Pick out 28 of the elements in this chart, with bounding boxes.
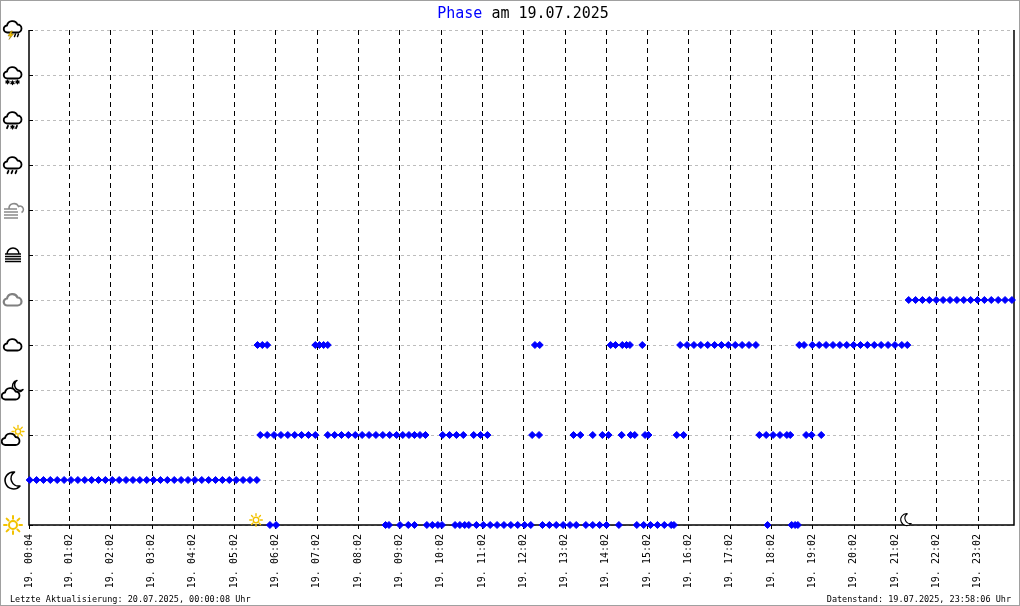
- x-tick-label: 19. 07:02: [310, 534, 322, 589]
- x-tick-label: 19. 10:02: [434, 534, 446, 589]
- x-tick-label: 19. 04:02: [186, 534, 198, 589]
- x-tick-label: 19. 21:02: [888, 534, 900, 589]
- x-tick-label: 19. 12:02: [516, 534, 528, 589]
- x-tick-label: 19. 16:02: [682, 534, 694, 589]
- x-tick-label: 19. 09:02: [392, 534, 404, 589]
- x-tick-label: 19. 13:02: [558, 534, 570, 589]
- x-tick-label: 19. 18:02: [764, 534, 776, 589]
- x-tick-label: 19. 22:02: [929, 534, 941, 589]
- text: Phase: [437, 4, 483, 22]
- x-tick-label: 19. 03:02: [145, 534, 157, 589]
- x-tick-label: 19. 23:02: [971, 534, 983, 589]
- x-tick-label: 19. 08:02: [351, 534, 363, 589]
- x-tick-label: 19. 20:02: [847, 534, 859, 589]
- x-tick-label: 19. 19:02: [805, 534, 817, 589]
- x-tick-label: 19. 15:02: [640, 534, 652, 589]
- text: Letzte Aktualisierung: 20.07.2025, 00:00:08 Uhr: [10, 594, 251, 604]
- x-tick-label: 19. 14:02: [599, 534, 611, 589]
- x-tick-label: 19. 11:02: [475, 534, 487, 589]
- text: Datenstand: 19.07.2025, 23:58:06 Uhr: [826, 594, 1011, 604]
- x-tick-label: 19. 06:02: [269, 534, 281, 589]
- x-tick-label: 19. 02:02: [103, 534, 115, 589]
- x-tick-label: 19. 05:02: [227, 534, 239, 589]
- chart-title: am 19.07.2025: [491, 4, 609, 22]
- x-tick-label: 19. 17:02: [723, 534, 735, 589]
- x-tick-label: 19. 01:02: [62, 534, 74, 589]
- x-tick-label: 19. 00:04: [22, 534, 34, 589]
